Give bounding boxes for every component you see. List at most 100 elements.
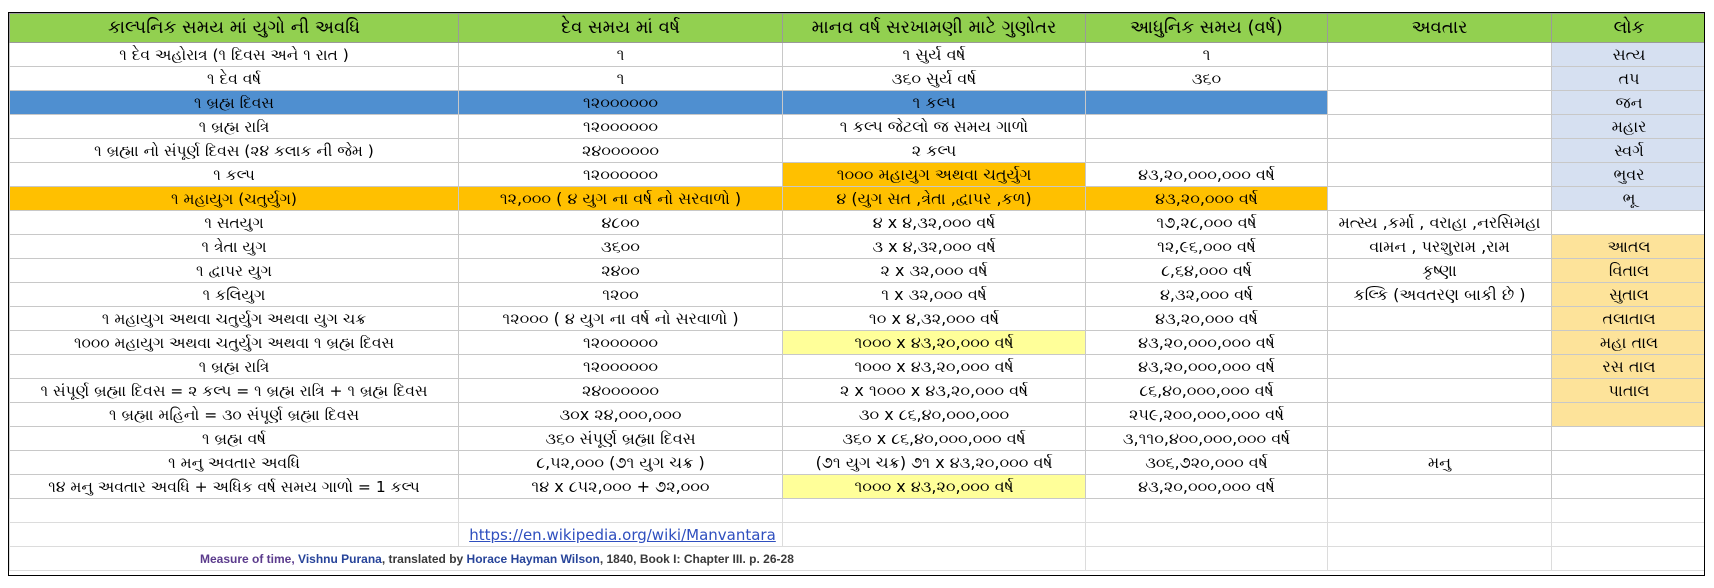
table-cell[interactable]: ૧ દેવ વર્ષ xyxy=(9,66,459,91)
table-cell[interactable] xyxy=(1327,354,1552,379)
table-cell[interactable]: ૧ બ્રહ્મા નો સંપૂર્ણ દિવસ (૨૪ કલાક ની જે… xyxy=(9,138,459,163)
table-cell[interactable]: ૨૪૦૦ xyxy=(458,258,783,283)
empty-cell[interactable] xyxy=(9,522,459,547)
table-cell[interactable]: ૨૫૯,૨૦૦,૦૦૦,૦૦૦ વર્ષ xyxy=(1085,402,1328,427)
table-cell[interactable]: ૧૨૦૦૦૦૦૦ xyxy=(458,90,783,115)
table-cell[interactable]: ૧ xyxy=(1085,42,1328,67)
header-cell[interactable]: માનવ વર્ષ સરખામણી માટે ગુણોતર xyxy=(782,13,1086,43)
table-cell[interactable]: ૧ સુર્ય વર્ષ xyxy=(782,42,1086,67)
table-cell[interactable]: ૪૩,૨૦,૦૦૦ વર્ષ xyxy=(1085,186,1328,211)
header-cell[interactable]: આધુનિક સમય (વર્ષ) xyxy=(1085,13,1328,43)
table-cell[interactable]: ૧૦૦૦ મહાયુગ અથવા ચતુર્યુગ અથવા ૧ બ્રહ્મ … xyxy=(9,330,459,355)
table-cell[interactable]: ૧ સંપૂર્ણ બ્રહ્મા દિવસ = ૨ કલ્પ = ૧ બ્રહ… xyxy=(9,378,459,403)
table-cell[interactable]: ૨૪૦૦૦૦૦૦ xyxy=(458,378,783,403)
table-cell[interactable]: કૃષ્ણા xyxy=(1327,258,1552,283)
table-cell[interactable] xyxy=(1327,138,1552,163)
table-cell[interactable] xyxy=(1085,138,1328,163)
header-cell[interactable]: દેવ સમય માં વર્ષ xyxy=(458,13,783,43)
header-cell[interactable]: લોક xyxy=(1551,13,1704,43)
table-cell[interactable]: ૧૨,૯૬,૦૦૦ વર્ષ xyxy=(1085,234,1328,259)
table-cell[interactable]: ૧ બ્રહ્મ રાત્રિ xyxy=(9,114,459,139)
table-cell[interactable]: ૧૦ x ૪,૩૨,૦૦૦ વર્ષ xyxy=(782,306,1086,331)
empty-cell[interactable] xyxy=(1551,546,1704,571)
table-cell[interactable]: ૧૨૦૦૦૦૦૦ xyxy=(458,162,783,187)
table-cell[interactable]: ૧૦૦૦ x ૪૩,૨૦,૦૦૦ વર્ષ xyxy=(782,354,1086,379)
loka-cell[interactable]: તલાતાલ xyxy=(1551,306,1704,331)
table-cell[interactable]: ૩૦x ૨૪,૦૦૦,૦૦૦ xyxy=(458,402,783,427)
empty-cell[interactable] xyxy=(1085,522,1328,547)
table-cell[interactable]: ૧ દેવ અહોરાત્ર (૧ દિવસ અને ૧ રાત ) xyxy=(9,42,459,67)
table-cell[interactable] xyxy=(1327,66,1552,91)
table-cell[interactable]: ૧૪ x ૮૫૨,૦૦૦ + ૭૨,૦૦૦ xyxy=(458,474,783,499)
table-cell[interactable]: ૧ કલ્પ xyxy=(9,162,459,187)
loka-cell[interactable]: સત્ય xyxy=(1551,42,1704,67)
table-cell[interactable]: ૮,૫૨,૦૦૦ (૭૧ યુગ ચક્ર ) xyxy=(458,450,783,475)
table-cell[interactable]: ૧ મહાયુગ (ચતુર્યુગ) xyxy=(9,186,459,211)
empty-cell[interactable] xyxy=(458,498,783,523)
loka-cell[interactable] xyxy=(1551,474,1704,499)
table-cell[interactable]: ૪,૩૨,૦૦૦ વર્ષ xyxy=(1085,282,1328,307)
table-cell[interactable]: ૨૪૦૦૦૦૦૦ xyxy=(458,138,783,163)
empty-cell[interactable] xyxy=(1327,546,1552,571)
table-cell[interactable] xyxy=(1327,474,1552,499)
loka-cell[interactable]: જન xyxy=(1551,90,1704,115)
table-cell[interactable]: ૧૨૦૦૦૦૦૦ xyxy=(458,354,783,379)
loka-cell[interactable]: ભુવર xyxy=(1551,162,1704,187)
table-cell[interactable]: ૧૦૦૦ x ૪૩,૨૦,૦૦૦ વર્ષ xyxy=(782,330,1086,355)
table-cell[interactable]: મત્સ્ય ,કર્મા , વરાહા ,નરસિમહા xyxy=(1327,210,1552,235)
table-cell[interactable]: ૧ સતયુગ xyxy=(9,210,459,235)
table-cell[interactable] xyxy=(1085,90,1328,115)
loka-cell[interactable]: આતલ xyxy=(1551,234,1704,259)
loka-cell[interactable]: વિતાલ xyxy=(1551,258,1704,283)
table-cell[interactable]: ૧ બ્રહ્મા મહિનો = ૩૦ સંપૂર્ણ બ્રહ્મા દિવ… xyxy=(9,402,459,427)
table-cell[interactable]: ૩૬૦ x ૮૬,૪૦,૦૦૦,૦૦૦ વર્ષ xyxy=(782,426,1086,451)
header-cell[interactable]: કાલ્પનિક સમય માં યુગો ની અવધિ xyxy=(9,13,459,43)
table-cell[interactable]: ૪ x ૪,૩૨,૦૦૦ વર્ષ xyxy=(782,210,1086,235)
table-cell[interactable] xyxy=(1327,42,1552,67)
table-cell[interactable]: ૧ કલ્પ જેટલો જ સમય ગાળો xyxy=(782,114,1086,139)
table-cell[interactable]: ૧ મનુ અવતાર અવધિ xyxy=(9,450,459,475)
table-cell[interactable] xyxy=(1327,306,1552,331)
table-cell[interactable]: ૧૪ મનુ અવતાર અવધિ + અધિક વર્ષ સમય ગાળો =… xyxy=(9,474,459,499)
table-cell[interactable]: ૧ કલિયુગ xyxy=(9,282,459,307)
table-cell[interactable]: ૩,૧૧૦,૪૦૦,૦૦૦,૦૦૦ વર્ષ xyxy=(1085,426,1328,451)
table-cell[interactable]: (૭૧ યુગ ચક્ર) ૭૧ x ૪૩,૨૦,૦૦૦ વર્ષ xyxy=(782,450,1086,475)
loka-cell[interactable]: મહાર xyxy=(1551,114,1704,139)
empty-cell[interactable] xyxy=(9,498,459,523)
table-cell[interactable]: ૩૬૦૦ xyxy=(458,234,783,259)
table-cell[interactable] xyxy=(1327,402,1552,427)
loka-cell[interactable] xyxy=(1551,450,1704,475)
table-cell[interactable]: ૧ દ્વાપર યુગ xyxy=(9,258,459,283)
loka-cell[interactable]: સુતાલ xyxy=(1551,282,1704,307)
table-cell[interactable]: ૪૩,૨૦,૦૦૦,૦૦૦ વર્ષ xyxy=(1085,354,1328,379)
table-cell[interactable]: ૧૨,૦૦૦ ( ૪ યુગ ના વર્ષ નો સરવાળો ) xyxy=(458,186,783,211)
table-cell[interactable] xyxy=(1327,90,1552,115)
table-cell[interactable]: ૧૦૦૦ x ૪૩,૨૦,૦૦૦ વર્ષ xyxy=(782,474,1086,499)
empty-cell[interactable] xyxy=(1327,498,1552,523)
loka-cell[interactable]: રસ તાલ xyxy=(1551,354,1704,379)
table-cell[interactable]: ૧૨૦૦૦૦૦૦ xyxy=(458,330,783,355)
loka-cell[interactable] xyxy=(1551,426,1704,451)
empty-cell[interactable] xyxy=(782,498,1086,523)
loka-cell[interactable] xyxy=(1551,210,1704,235)
table-cell[interactable]: ૧ બ્રહ્મ વર્ષ xyxy=(9,426,459,451)
table-cell[interactable]: ૮૬,૪૦,૦૦૦,૦૦૦ વર્ષ xyxy=(1085,378,1328,403)
table-cell[interactable]: ૧ ત્રેતા યુગ xyxy=(9,234,459,259)
table-cell[interactable]: ૩૬૦ xyxy=(1085,66,1328,91)
table-cell[interactable]: ૧ બ્રહ્મ દિવસ xyxy=(9,90,459,115)
table-cell[interactable]: ૧ xyxy=(458,66,783,91)
citation-cell[interactable]: Measure of time, Vishnu Purana, translat… xyxy=(9,546,1086,571)
table-cell[interactable] xyxy=(1327,114,1552,139)
table-cell[interactable]: કલ્કિ (અવતરણ બાકી છે ) xyxy=(1327,282,1552,307)
loka-cell[interactable]: મહા તાલ xyxy=(1551,330,1704,355)
table-cell[interactable]: ૩૬૦ સંપૂર્ણ બ્રહ્મા દિવસ xyxy=(458,426,783,451)
table-cell[interactable] xyxy=(1327,378,1552,403)
table-cell[interactable]: ૩૦૬,૭૨૦,૦૦૦ વર્ષ xyxy=(1085,450,1328,475)
empty-cell[interactable] xyxy=(1327,522,1552,547)
loka-cell[interactable] xyxy=(1551,402,1704,427)
table-cell[interactable]: ૧ xyxy=(458,42,783,67)
empty-cell[interactable] xyxy=(782,522,1086,547)
table-cell[interactable] xyxy=(1327,330,1552,355)
table-cell[interactable]: ૪૩,૨૦,૦૦૦ વર્ષ xyxy=(1085,306,1328,331)
table-cell[interactable]: ૪૩,૨૦,૦૦૦,૦૦૦ વર્ષ xyxy=(1085,162,1328,187)
